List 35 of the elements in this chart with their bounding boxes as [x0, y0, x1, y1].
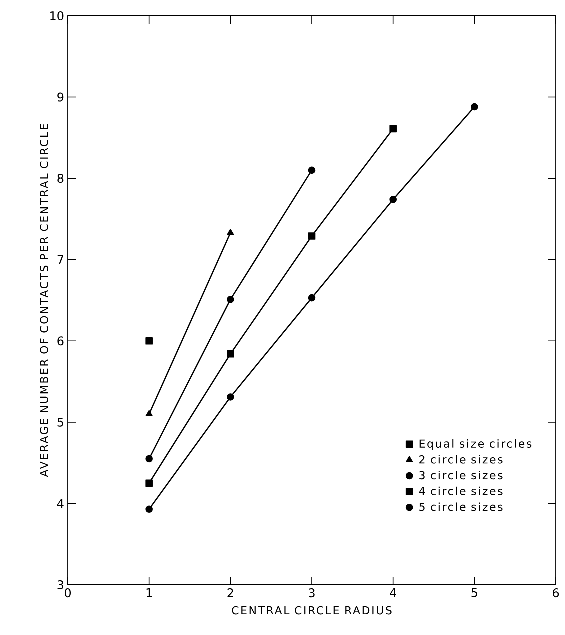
legend-label: 3 circle sizes	[420, 471, 503, 480]
point	[390, 196, 397, 204]
legend-label: 4 circle sizes	[419, 486, 503, 496]
y-tick-label: 10	[50, 11, 64, 21]
legend-label: 5 circle sizes	[420, 502, 503, 512]
x-tick-label: 4	[390, 588, 396, 598]
point	[390, 125, 397, 133]
y-tick-label: 7	[58, 255, 64, 264]
point	[146, 455, 153, 463]
point	[146, 337, 153, 345]
point	[227, 350, 234, 358]
x-axis-title: CENTRAL CIRCLE RADIUS	[232, 606, 392, 615]
point	[227, 296, 234, 304]
x-tick-label: 2	[228, 588, 234, 598]
point	[471, 103, 478, 111]
y-axis-title: AVERAGE NUMBER OF CONTACTS PER CENTRAL CIRCLE	[40, 124, 48, 478]
y-tick-label: 5	[58, 418, 64, 427]
legend-label: 2 circle sizes	[420, 455, 503, 464]
x-tick-label: 3	[309, 588, 315, 598]
point	[308, 166, 316, 174]
x-tick-label: 0	[64, 588, 72, 598]
y-tick-label: 3	[58, 580, 64, 590]
y-tick-label: 8	[58, 174, 64, 184]
y-tick-label: 6	[58, 336, 64, 346]
legend-label: Equal size circles	[420, 439, 532, 450]
x-tick-label: 5	[472, 588, 478, 598]
point	[227, 394, 234, 401]
y-tick-label: 9	[58, 92, 64, 102]
x-tick-label: 6	[553, 588, 560, 598]
point	[308, 232, 316, 240]
y-tick-label: 4	[57, 499, 64, 508]
point	[308, 294, 316, 302]
point	[146, 506, 153, 514]
point	[146, 480, 153, 488]
x-tick-label: 1	[146, 588, 152, 598]
